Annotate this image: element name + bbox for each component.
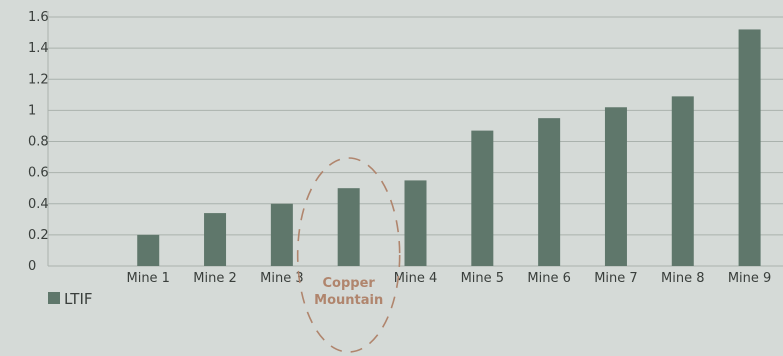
legend-swatch — [48, 292, 60, 304]
x-category-label: Mine 3 — [260, 271, 303, 286]
bar — [337, 188, 360, 266]
x-category-label: Mine 1 — [126, 271, 169, 286]
bars — [137, 29, 761, 267]
x-category-label: Mine 4 — [394, 271, 437, 286]
bar — [604, 107, 627, 266]
x-category-label: Mine 5 — [461, 271, 504, 286]
bar — [738, 29, 761, 267]
y-tick-label: 0.4 — [28, 197, 49, 212]
bar — [671, 96, 694, 267]
y-tick-label: 0.2 — [28, 228, 49, 243]
y-tick-label: 1.2 — [28, 72, 49, 87]
bar — [471, 130, 494, 266]
grid-lines — [47, 11, 783, 267]
highlight-dashed-ellipse — [296, 157, 401, 353]
highlight-label-line-1: Copper — [323, 276, 376, 291]
x-category-label: Mine 9 — [728, 271, 771, 286]
y-tick-label: 0.6 — [28, 166, 49, 181]
y-tick-label: 1.4 — [28, 41, 49, 56]
bar — [538, 118, 561, 266]
bar — [270, 203, 293, 266]
y-tick-label: 0 — [28, 259, 36, 274]
x-category-label: Mine 7 — [594, 271, 637, 286]
legend: LTIF — [48, 290, 93, 308]
bar — [404, 180, 427, 266]
x-category-label: Mine 6 — [527, 271, 570, 286]
x-axis-category-labels: Mine 1 Mine 2 Mine 3 Mine 4 Mine 5 Mine 6 Mine… — [126, 271, 771, 286]
highlight-label-line-2: Mountain — [314, 293, 383, 308]
x-category-label: Mine 8 — [661, 271, 704, 286]
copper-mountain-highlight: Copper Mountain — [296, 157, 401, 353]
y-tick-label: 0.8 — [28, 135, 49, 150]
y-tick-label: 1 — [28, 103, 36, 118]
legend-label: LTIF — [64, 290, 93, 308]
y-tick-label: 1.6 — [28, 10, 49, 25]
x-category-label: Mine 2 — [193, 271, 236, 286]
bar — [204, 213, 227, 266]
y-axis-tick-labels: 0 0.2 0.4 0.6 0.8 1 1.2 1.4 1.6 — [28, 10, 49, 274]
bar — [137, 234, 160, 266]
